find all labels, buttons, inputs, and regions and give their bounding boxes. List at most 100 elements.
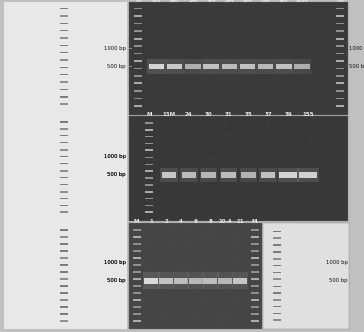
Bar: [273, 319, 281, 321]
Bar: [202, 272, 219, 289]
Bar: [233, 278, 247, 284]
Bar: [60, 177, 68, 178]
Bar: [251, 313, 259, 315]
Bar: [251, 243, 259, 245]
Bar: [132, 236, 141, 238]
Bar: [218, 278, 232, 284]
Bar: [4, 2, 127, 329]
Text: 1000 bp: 1000 bp: [104, 153, 126, 159]
Bar: [145, 149, 153, 151]
Bar: [162, 172, 176, 178]
Bar: [159, 278, 173, 284]
Bar: [174, 278, 188, 284]
Bar: [273, 237, 281, 239]
Bar: [294, 64, 310, 69]
Text: 10-4: 10-4: [218, 219, 232, 224]
Bar: [60, 128, 68, 130]
Bar: [60, 313, 68, 315]
Bar: [60, 250, 68, 252]
Text: 1000 bp: 1000 bp: [104, 45, 126, 51]
Bar: [132, 313, 141, 315]
Bar: [60, 59, 68, 61]
Text: 1M: 1M: [152, 0, 161, 3]
Bar: [217, 272, 233, 289]
Bar: [185, 64, 201, 69]
Bar: [260, 168, 277, 182]
Bar: [182, 172, 196, 178]
Text: 8: 8: [209, 219, 212, 224]
Bar: [336, 8, 344, 9]
Text: 7M: 7M: [261, 0, 270, 3]
Bar: [336, 60, 344, 62]
Bar: [160, 168, 178, 182]
Bar: [145, 157, 153, 158]
Bar: [251, 236, 259, 238]
Bar: [336, 105, 344, 107]
Bar: [60, 142, 68, 143]
Bar: [241, 172, 256, 178]
Bar: [180, 168, 198, 182]
Bar: [145, 184, 153, 186]
Bar: [129, 2, 348, 115]
Bar: [60, 205, 68, 206]
Bar: [336, 15, 344, 17]
Bar: [202, 59, 220, 74]
Bar: [297, 168, 319, 182]
Bar: [203, 278, 217, 284]
Bar: [132, 250, 141, 252]
Bar: [134, 53, 142, 54]
Text: M: M: [252, 219, 257, 224]
Text: M: M: [134, 219, 139, 224]
Text: 35: 35: [245, 112, 252, 117]
Text: 1000 bp: 1000 bp: [349, 45, 364, 51]
Bar: [273, 278, 281, 280]
Bar: [336, 38, 344, 40]
Bar: [132, 264, 141, 266]
Text: 1000 bp: 1000 bp: [104, 153, 126, 159]
Bar: [60, 81, 68, 83]
Bar: [273, 265, 281, 266]
Text: 1: 1: [150, 219, 153, 224]
Text: 6: 6: [194, 219, 198, 224]
Bar: [60, 170, 68, 172]
Bar: [145, 198, 153, 199]
Bar: [336, 82, 344, 84]
Text: 10M: 10M: [296, 0, 309, 3]
Text: 6M: 6M: [243, 0, 252, 3]
Bar: [60, 191, 68, 193]
Bar: [134, 31, 142, 32]
Bar: [145, 205, 153, 206]
Bar: [145, 143, 153, 144]
Bar: [251, 229, 259, 231]
Bar: [149, 64, 164, 69]
Bar: [60, 306, 68, 308]
Bar: [60, 37, 68, 39]
Bar: [60, 74, 68, 75]
Text: 30: 30: [205, 112, 213, 117]
Bar: [251, 306, 259, 308]
Bar: [134, 75, 142, 77]
Bar: [145, 170, 153, 172]
Bar: [201, 172, 216, 178]
Bar: [221, 172, 236, 178]
Text: 500 bp: 500 bp: [107, 278, 126, 283]
Bar: [166, 59, 184, 74]
Bar: [132, 243, 141, 245]
Bar: [60, 229, 68, 231]
Bar: [273, 244, 281, 246]
Bar: [134, 82, 142, 84]
Text: 500 bp: 500 bp: [107, 172, 126, 178]
Text: 37: 37: [264, 112, 272, 117]
Text: 5M: 5M: [225, 0, 234, 3]
Bar: [273, 313, 281, 314]
Bar: [251, 292, 259, 294]
Bar: [299, 172, 317, 178]
Text: 13M: 13M: [162, 112, 175, 117]
Text: 2M: 2M: [170, 0, 179, 3]
Text: M: M: [135, 0, 141, 3]
Bar: [143, 272, 160, 289]
Bar: [60, 149, 68, 151]
Text: 1000 bp: 1000 bp: [104, 260, 126, 265]
Bar: [60, 52, 68, 53]
Bar: [60, 278, 68, 280]
